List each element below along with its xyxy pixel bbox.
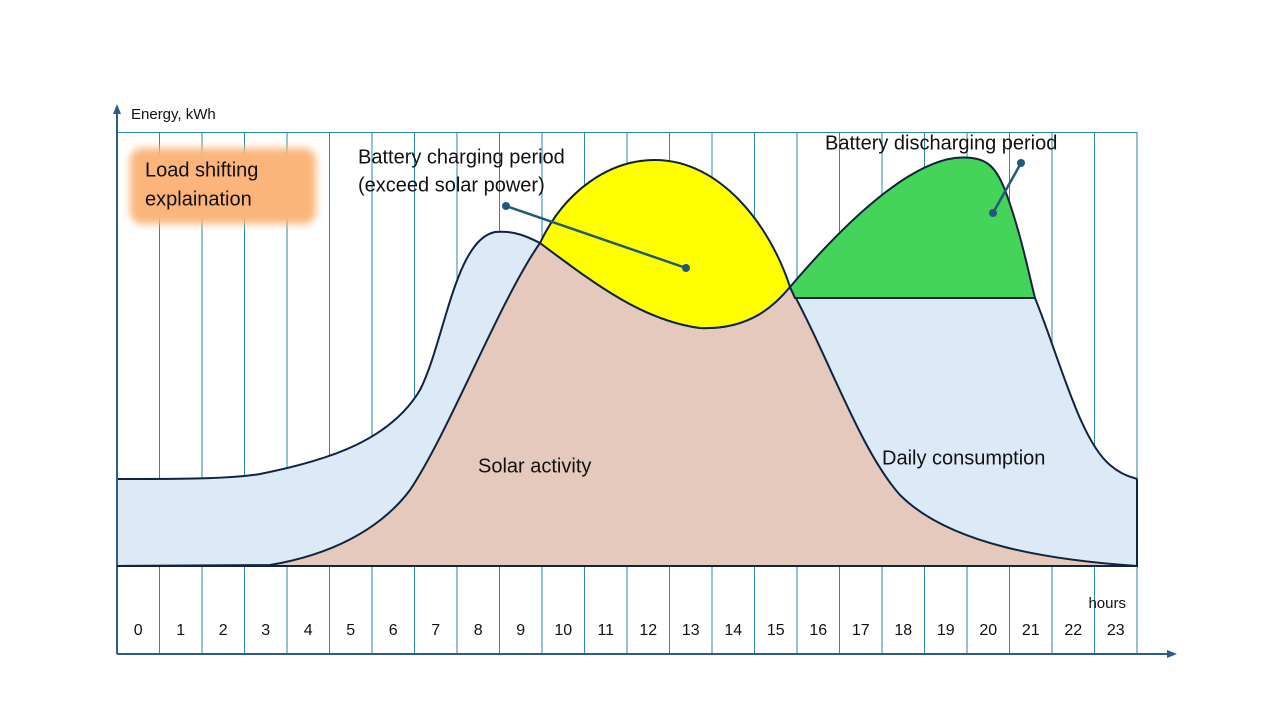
hour-label: 23 [1107, 622, 1125, 639]
hour-label: 11 [597, 622, 614, 639]
hour-label: 4 [304, 622, 313, 639]
hour-label: 1 [176, 622, 185, 639]
hour-label: 0 [134, 622, 143, 639]
title-line: Load shifting [145, 159, 258, 181]
y-arrow [113, 104, 121, 114]
annotation: (exceed solar power) [358, 174, 545, 196]
annotation: Battery discharging period [825, 132, 1057, 154]
hour-label: 12 [639, 622, 657, 639]
callout-dot [989, 209, 997, 217]
hour-label: 10 [554, 622, 572, 639]
hour-label: 7 [431, 622, 440, 639]
hour-label: 8 [474, 622, 483, 639]
hour-label: 6 [389, 622, 398, 639]
x-arrow [1167, 650, 1177, 658]
hour-label: 9 [516, 622, 525, 639]
hour-label: 3 [261, 622, 270, 639]
callout-dot [682, 264, 690, 272]
callout [505, 204, 687, 270]
charging-area [538, 158, 792, 330]
hour-label: 15 [767, 622, 785, 639]
callout-dot [1017, 159, 1025, 167]
y-axis-label: Energy, kWh [131, 106, 216, 123]
hour-label: 21 [1022, 622, 1040, 639]
discharging-area [788, 156, 1037, 299]
annotation: Solar activity [478, 455, 591, 477]
grid-top [117, 132, 1137, 133]
x-axis-label: hours [1088, 595, 1126, 612]
hour-label: 16 [809, 622, 827, 639]
hour-label: 5 [346, 622, 355, 639]
callout-dot [502, 202, 510, 210]
hour-label: 18 [894, 622, 912, 639]
hour-label: 13 [682, 622, 700, 639]
annotation: Battery charging period [358, 146, 565, 168]
hour-label: 20 [979, 622, 997, 639]
callout [991, 162, 1023, 214]
hour-label: 19 [937, 622, 955, 639]
hour-label: 17 [852, 622, 870, 639]
hour-label: 22 [1064, 622, 1082, 639]
hour-label: 14 [724, 622, 742, 639]
title-line: explaination [145, 188, 252, 210]
annotation: Daily consumption [882, 447, 1045, 469]
title-box [130, 148, 316, 224]
hour-label: 2 [219, 622, 228, 639]
